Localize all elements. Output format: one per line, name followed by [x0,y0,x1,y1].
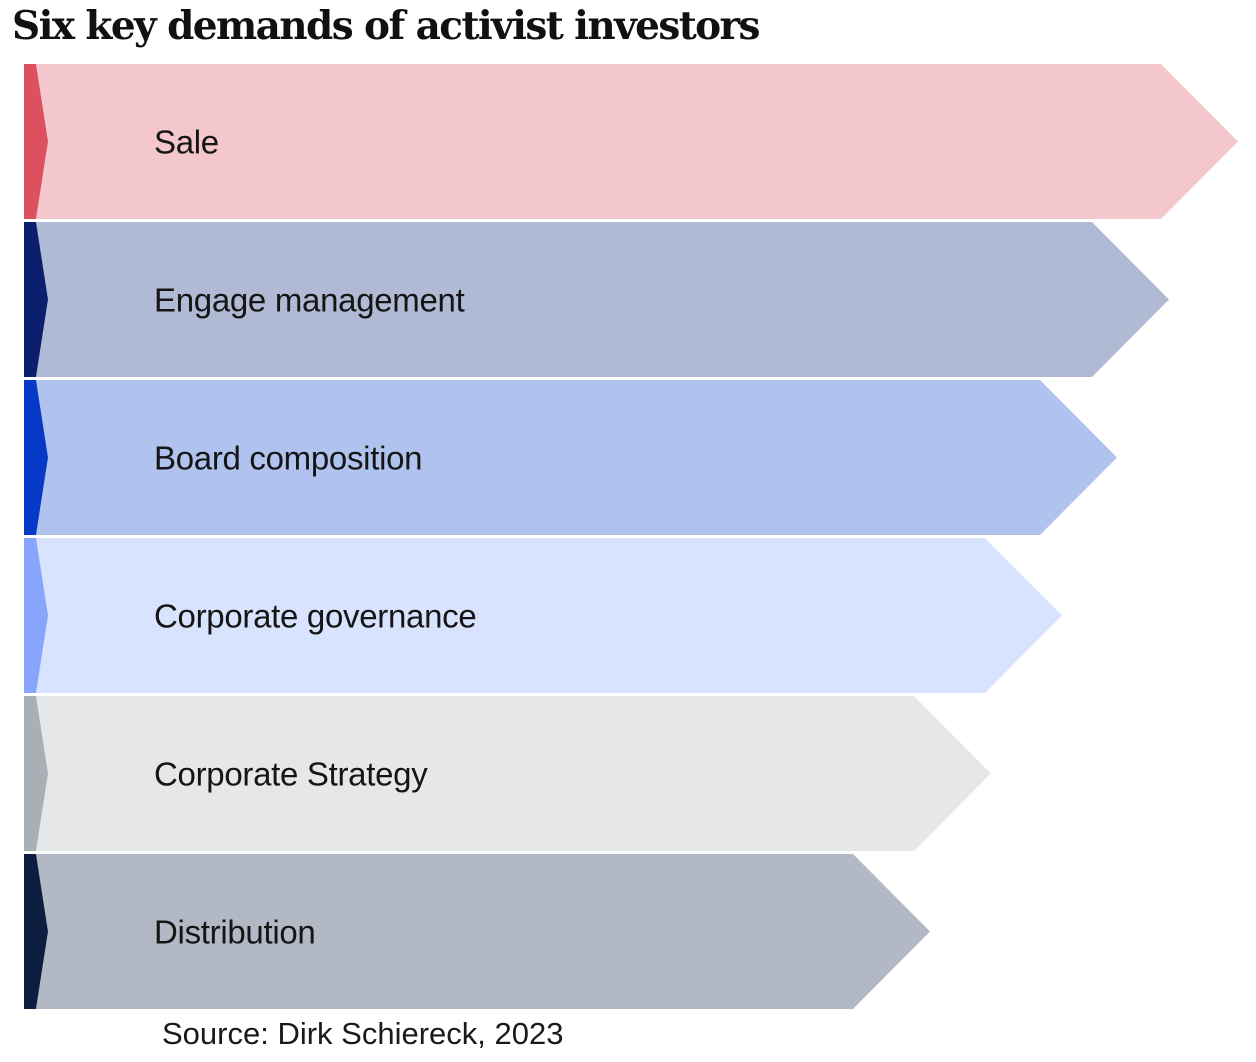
demand-label: Board composition [154,440,422,477]
demand-row: Engage management [24,222,1169,377]
demand-accent-chevron [24,222,48,377]
demand-arrow [36,222,1169,377]
demand-row: Sale [24,64,1238,219]
demand-label: Distribution [154,914,315,951]
demand-accent-chevron [24,380,48,535]
demand-accent-chevron [24,538,48,693]
demand-row: Corporate governance [24,538,1062,693]
demand-label: Corporate governance [154,598,476,635]
demand-accent-chevron [24,696,48,851]
demand-accent-chevron [24,854,48,1009]
demand-row: Corporate Strategy [24,696,991,851]
demand-accent-chevron [24,64,48,219]
demand-arrow [36,854,930,1009]
demand-arrow [36,380,1117,535]
demand-row: Distribution [24,854,930,1009]
demand-label: Engage management [154,282,465,319]
demand-arrow [36,538,1062,693]
demand-arrow [36,64,1238,219]
demand-label: Sale [154,124,219,161]
demand-arrow [36,696,991,851]
demand-label: Corporate Strategy [154,756,428,793]
diagram-title: Six key demands of activist investors [12,3,760,49]
demand-row: Board composition [24,380,1117,535]
source-note: Source: Dirk Schiereck, 2023 [162,1016,564,1051]
